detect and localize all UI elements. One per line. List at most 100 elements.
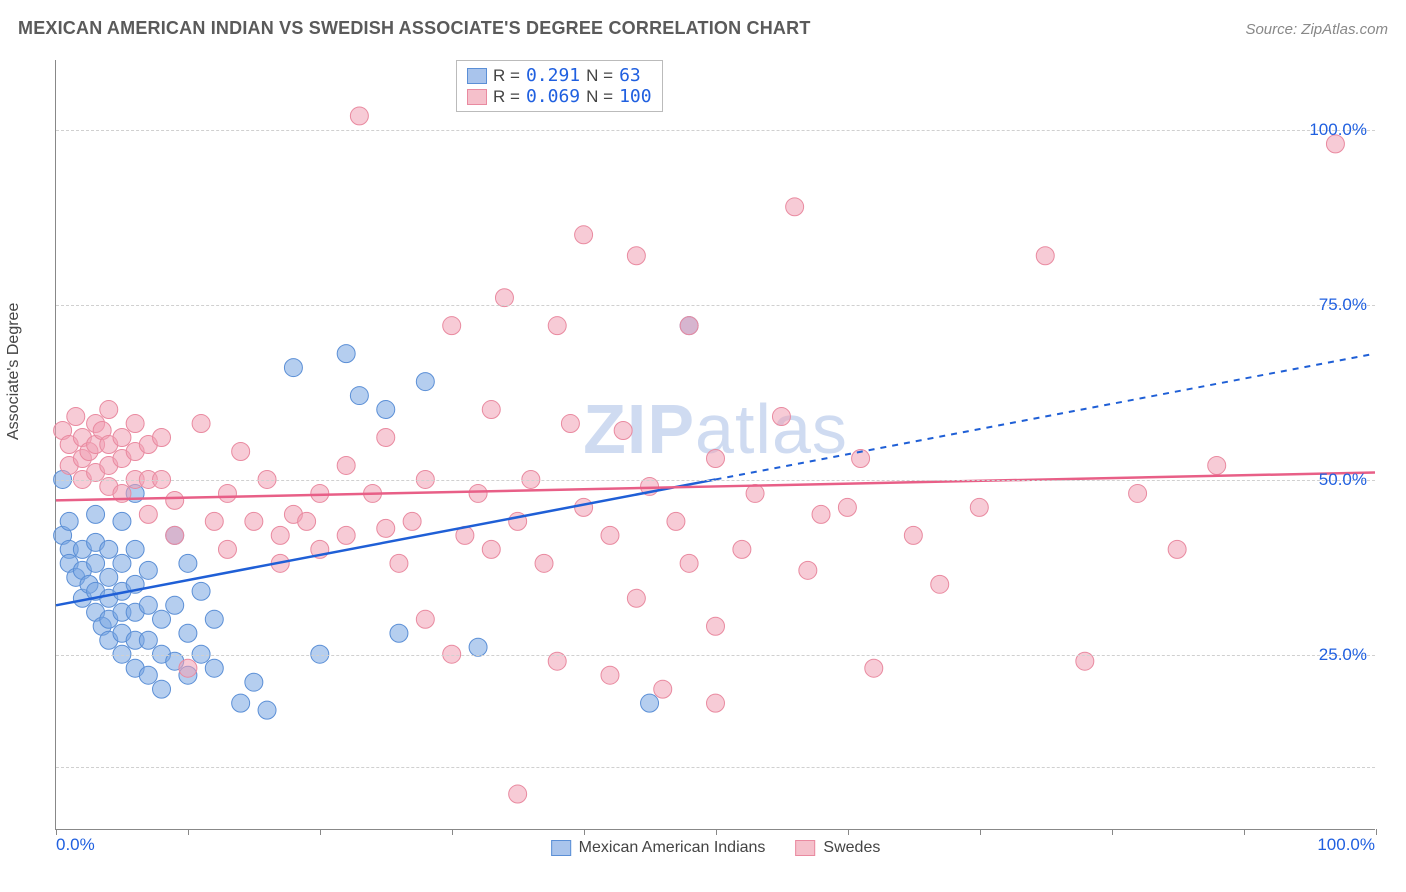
scatter-point	[139, 505, 157, 523]
scatter-point	[166, 491, 184, 509]
scatter-point	[641, 694, 659, 712]
swatch-pink	[467, 89, 487, 105]
scatter-point	[746, 484, 764, 502]
scatter-point	[416, 373, 434, 391]
scatter-point	[67, 408, 85, 426]
r-value: 0.291	[526, 65, 580, 86]
scatter-point	[772, 408, 790, 426]
scatter-point	[614, 422, 632, 440]
scatter-point	[707, 694, 725, 712]
n-value: 63	[619, 65, 641, 86]
x-tick-mark	[56, 829, 57, 835]
scatter-point	[298, 512, 316, 530]
y-tick-label: 100.0%	[1309, 120, 1367, 140]
scatter-point	[205, 659, 223, 677]
scatter-point	[179, 624, 197, 642]
scatter-point	[205, 610, 223, 628]
scatter-point	[218, 540, 236, 558]
y-tick-label: 25.0%	[1319, 645, 1367, 665]
scatter-point	[733, 540, 751, 558]
scatter-point	[284, 359, 302, 377]
trend-line	[56, 472, 1375, 500]
legend-item-pink: Swedes	[795, 839, 880, 857]
r-value: 0.069	[526, 86, 580, 107]
scatter-point	[377, 519, 395, 537]
scatter-point	[153, 680, 171, 698]
scatter-point	[179, 554, 197, 572]
scatter-point	[535, 554, 553, 572]
scatter-point	[667, 512, 685, 530]
scatter-point	[799, 561, 817, 579]
gridline	[56, 480, 1375, 481]
x-tick-mark	[1244, 829, 1245, 835]
scatter-point	[245, 673, 263, 691]
scatter-point	[192, 582, 210, 600]
scatter-point	[482, 540, 500, 558]
scatter-point	[575, 498, 593, 516]
gridline	[56, 130, 1375, 131]
scatter-point	[113, 554, 131, 572]
correlation-legend: R = 0.291 N = 63 R = 0.069 N = 100	[456, 60, 663, 112]
x-tick-mark	[848, 829, 849, 835]
chart-title: MEXICAN AMERICAN INDIAN VS SWEDISH ASSOC…	[18, 18, 811, 39]
r-label: R =	[493, 66, 520, 86]
scatter-point	[865, 659, 883, 677]
x-tick-mark	[188, 829, 189, 835]
scatter-point	[1168, 540, 1186, 558]
trend-line-extrapolated	[716, 354, 1376, 480]
scatter-point	[100, 401, 118, 419]
scatter-point	[337, 456, 355, 474]
scatter-point	[548, 317, 566, 335]
scatter-point	[1208, 456, 1226, 474]
scatter-point	[139, 666, 157, 684]
scatter-point	[166, 526, 184, 544]
swatch-blue	[551, 840, 571, 856]
scatter-point	[60, 512, 78, 530]
scatter-point	[113, 429, 131, 447]
y-axis-label: Associate's Degree	[5, 303, 23, 440]
x-tick-mark	[1376, 829, 1377, 835]
n-label: N =	[586, 87, 613, 107]
scatter-point	[601, 666, 619, 684]
legend-label: Mexican American Indians	[579, 839, 766, 857]
source-attribution: Source: ZipAtlas.com	[1245, 21, 1388, 38]
gridline	[56, 305, 1375, 306]
scatter-point	[271, 526, 289, 544]
scatter-point	[205, 512, 223, 530]
series-legend: Mexican American Indians Swedes	[551, 839, 881, 857]
x-tick-min: 0.0%	[56, 835, 95, 855]
scatter-point	[87, 554, 105, 572]
scatter-point	[469, 484, 487, 502]
scatter-point	[139, 596, 157, 614]
scatter-point	[311, 484, 329, 502]
scatter-point	[139, 561, 157, 579]
x-tick-max: 100.0%	[1317, 835, 1375, 855]
scatter-point	[707, 449, 725, 467]
scatter-point	[654, 680, 672, 698]
scatter-point	[100, 540, 118, 558]
scatter-point	[443, 317, 461, 335]
scatter-point	[350, 387, 368, 405]
scatter-point	[1129, 484, 1147, 502]
scatter-point	[575, 226, 593, 244]
x-tick-mark	[980, 829, 981, 835]
y-tick-label: 50.0%	[1319, 470, 1367, 490]
scatter-point	[838, 498, 856, 516]
x-tick-mark	[584, 829, 585, 835]
swatch-pink	[795, 840, 815, 856]
scatter-point	[100, 568, 118, 586]
scatter-point	[1036, 247, 1054, 265]
scatter-point	[245, 512, 263, 530]
scatter-point	[218, 484, 236, 502]
scatter-point	[469, 638, 487, 656]
scatter-point	[350, 107, 368, 125]
swatch-blue	[467, 68, 487, 84]
scatter-point	[786, 198, 804, 216]
scatter-point	[680, 317, 698, 335]
scatter-point	[87, 505, 105, 523]
scatter-point	[416, 610, 434, 628]
scatter-point	[931, 575, 949, 593]
scatter-point	[680, 554, 698, 572]
scatter-point	[403, 512, 421, 530]
scatter-point	[601, 526, 619, 544]
